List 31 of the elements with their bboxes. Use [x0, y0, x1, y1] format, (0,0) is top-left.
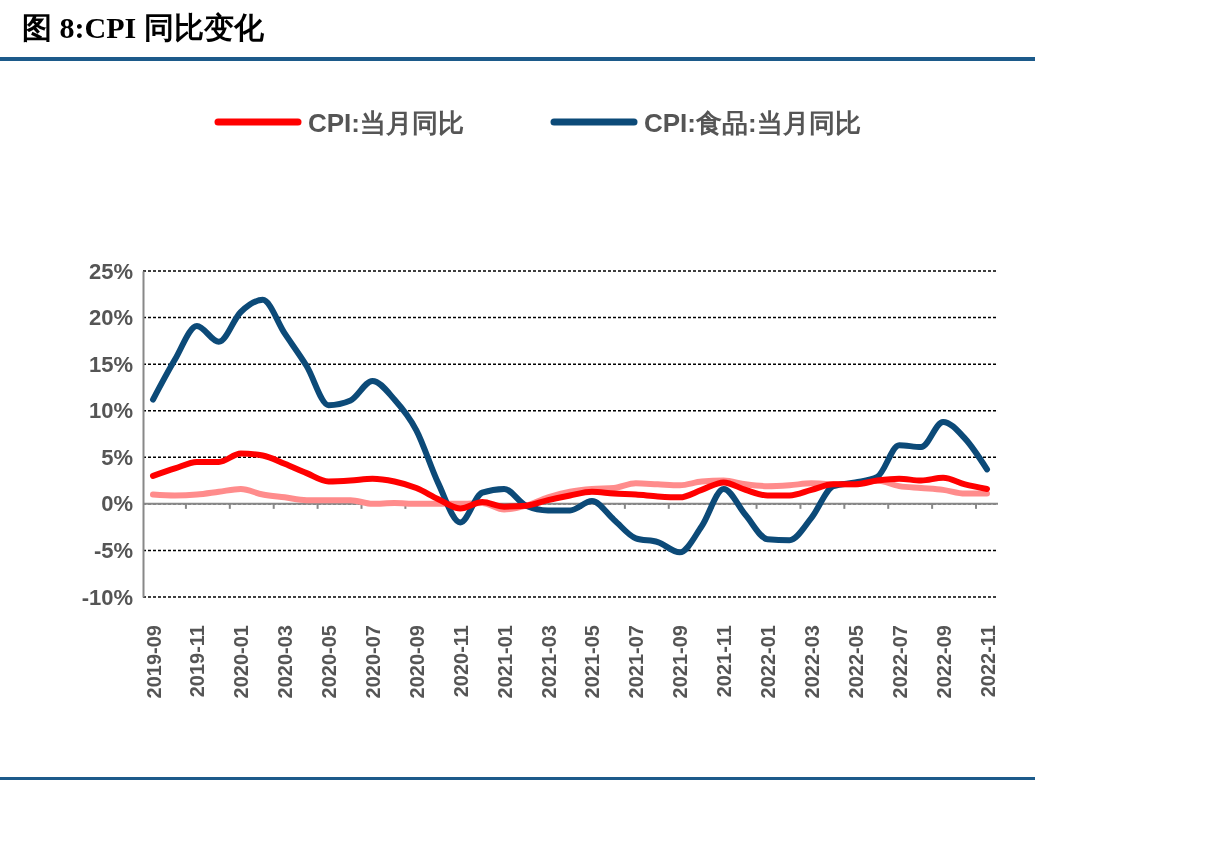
- x-tick-label: 2022-05: [844, 625, 867, 699]
- x-tick-label: 2019-09: [142, 625, 165, 699]
- x-tick-label: 2022-09: [932, 625, 955, 699]
- y-tick-label: 0%: [101, 491, 133, 517]
- x-tick-label: 2022-03: [800, 625, 823, 699]
- chart-title: 图 8:CPI 同比变化: [22, 11, 265, 44]
- x-tick-label: 2020-05: [318, 625, 341, 699]
- x-tick-label: 2020-07: [361, 625, 384, 699]
- legend-label: CPI:当月同比: [308, 108, 464, 138]
- x-tick-label: 2021-05: [581, 625, 604, 699]
- x-tick-label: 2020-01: [230, 625, 253, 699]
- x-tick-label: 2021-09: [669, 625, 692, 699]
- legend-label: CPI:食品:当月同比: [644, 108, 861, 138]
- y-tick-label: -5%: [93, 537, 133, 563]
- y-tick-label: 25%: [88, 258, 133, 284]
- x-tick-label: 2021-07: [625, 625, 648, 699]
- x-tick-label: 2020-03: [274, 625, 297, 699]
- x-tick-label: 2020-11: [449, 625, 472, 698]
- x-tick-label: 2021-03: [537, 625, 560, 699]
- y-tick-label: -10%: [81, 584, 133, 610]
- y-tick-label: 5%: [101, 444, 133, 470]
- y-tick-label: 20%: [88, 305, 133, 331]
- y-tick-label: 10%: [88, 398, 133, 424]
- x-tick-label: 2022-07: [888, 625, 911, 699]
- x-tick-label: 2022-11: [976, 625, 999, 698]
- y-tick-label: 15%: [88, 351, 133, 377]
- x-tick-label: 2021-01: [493, 625, 516, 699]
- x-tick-label: 2020-09: [405, 625, 428, 699]
- x-tick-label: 2022-01: [757, 625, 780, 699]
- x-tick-label: 2019-11: [186, 625, 209, 698]
- x-tick-label: 2021-11: [713, 625, 736, 698]
